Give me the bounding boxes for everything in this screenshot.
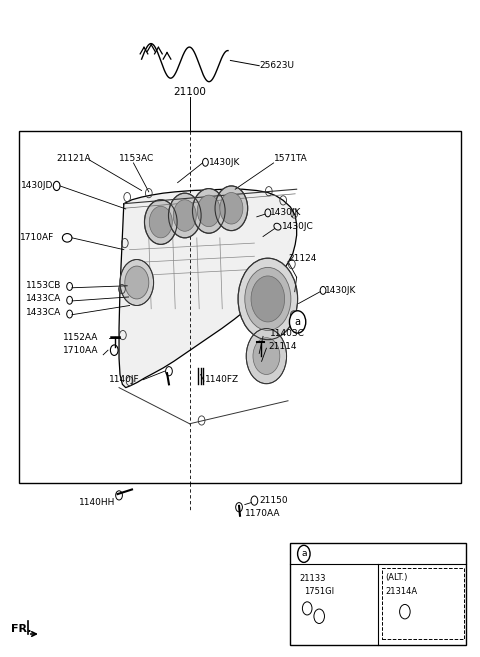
Text: 1430JK: 1430JK bbox=[325, 286, 357, 295]
Text: a: a bbox=[301, 549, 307, 558]
Circle shape bbox=[197, 195, 220, 227]
Text: 1140FZ: 1140FZ bbox=[205, 375, 240, 384]
Bar bbox=[382, 568, 464, 639]
Text: 1430JD: 1430JD bbox=[21, 181, 53, 191]
Text: 1433CA: 1433CA bbox=[26, 308, 61, 317]
Text: 1152AA: 1152AA bbox=[63, 332, 99, 342]
Bar bbox=[19, 131, 461, 483]
Polygon shape bbox=[119, 189, 297, 388]
Text: 21150: 21150 bbox=[259, 496, 288, 505]
Text: 21100: 21100 bbox=[173, 87, 206, 97]
Circle shape bbox=[192, 189, 225, 233]
Circle shape bbox=[168, 193, 201, 238]
Text: a: a bbox=[295, 317, 300, 327]
Circle shape bbox=[173, 200, 196, 231]
Text: 1751GI: 1751GI bbox=[304, 587, 334, 597]
Circle shape bbox=[125, 266, 149, 299]
Text: 21314A: 21314A bbox=[386, 587, 418, 597]
Text: 21114: 21114 bbox=[269, 342, 297, 351]
Text: 1430JK: 1430JK bbox=[270, 208, 301, 217]
Text: 11403C: 11403C bbox=[270, 328, 305, 338]
Circle shape bbox=[289, 311, 306, 333]
Circle shape bbox=[253, 338, 280, 374]
Text: 1170AA: 1170AA bbox=[245, 509, 280, 518]
Text: 1140JF: 1140JF bbox=[109, 375, 140, 384]
Text: 1710AA: 1710AA bbox=[63, 346, 99, 355]
Text: 1433CA: 1433CA bbox=[26, 294, 61, 304]
Circle shape bbox=[220, 193, 243, 224]
Circle shape bbox=[251, 276, 285, 322]
Circle shape bbox=[245, 267, 291, 330]
Circle shape bbox=[144, 200, 177, 244]
Text: 1430JC: 1430JC bbox=[282, 222, 314, 231]
Text: 21124: 21124 bbox=[288, 254, 316, 263]
Circle shape bbox=[120, 260, 154, 306]
Circle shape bbox=[238, 258, 298, 340]
Text: FR.: FR. bbox=[11, 624, 31, 635]
Text: 1153CB: 1153CB bbox=[26, 281, 62, 290]
Text: 21133: 21133 bbox=[299, 574, 325, 583]
Text: 1571TA: 1571TA bbox=[274, 154, 307, 164]
Text: 1710AF: 1710AF bbox=[20, 233, 54, 242]
Circle shape bbox=[246, 328, 287, 384]
Circle shape bbox=[149, 206, 172, 238]
Bar bbox=[290, 543, 466, 645]
Text: 1430JK: 1430JK bbox=[209, 158, 240, 167]
Text: 25623U: 25623U bbox=[259, 61, 294, 70]
Text: (ALT.): (ALT.) bbox=[386, 573, 408, 582]
Text: 1153AC: 1153AC bbox=[119, 154, 154, 164]
Circle shape bbox=[298, 545, 310, 562]
Text: 1140HH: 1140HH bbox=[79, 498, 116, 507]
Circle shape bbox=[215, 186, 248, 231]
Text: 21121A: 21121A bbox=[57, 154, 91, 164]
